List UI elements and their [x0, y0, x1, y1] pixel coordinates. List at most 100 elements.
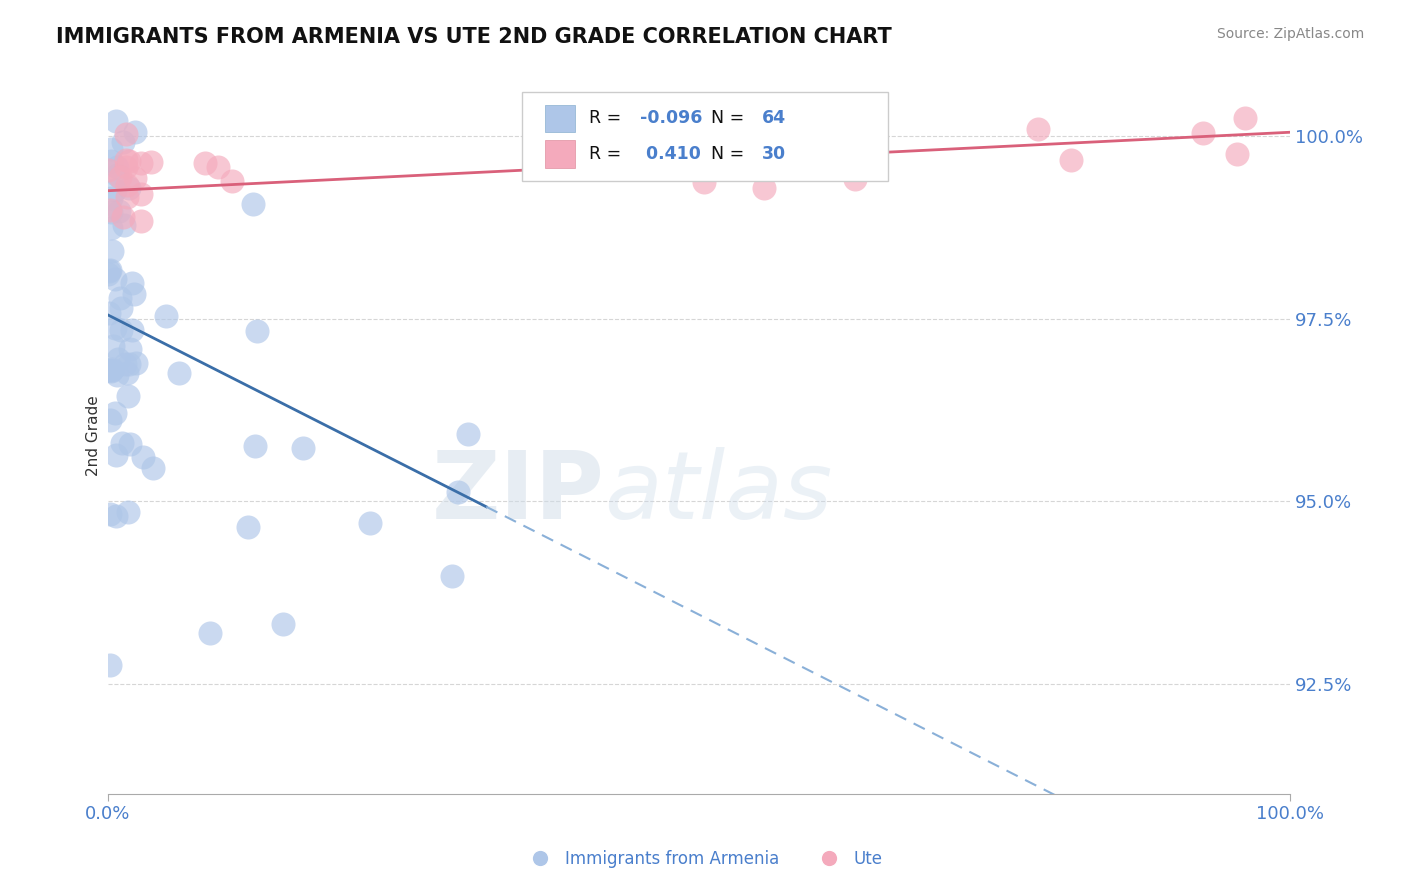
Point: [101, 244, 124, 258]
Text: R =: R =: [589, 145, 627, 163]
Point: [110, 322, 132, 336]
Text: N =: N =: [711, 145, 749, 163]
Point: [1028, 121, 1050, 136]
Text: Source: ZipAtlas.com: Source: ZipAtlas.com: [1216, 27, 1364, 41]
Point: [115, 190, 138, 204]
Point: [98, 412, 121, 426]
Point: [100, 221, 122, 235]
Point: [118, 357, 141, 371]
Point: [132, 450, 155, 464]
Point: [457, 427, 479, 442]
Point: [129, 156, 152, 170]
Point: [101, 362, 124, 376]
Point: [104, 449, 127, 463]
Text: 64: 64: [762, 109, 786, 128]
Point: [118, 343, 141, 357]
Point: [730, 123, 752, 137]
Point: [142, 461, 165, 475]
Point: [167, 366, 190, 380]
Point: [107, 351, 129, 366]
Point: [114, 358, 136, 372]
Point: [811, 139, 834, 153]
Point: [105, 160, 128, 174]
Point: [100, 191, 122, 205]
Point: [104, 114, 127, 128]
Point: [129, 186, 152, 201]
Point: [124, 125, 146, 139]
Point: [115, 127, 138, 141]
Point: [121, 323, 143, 337]
Point: [236, 520, 259, 534]
Point: [103, 321, 125, 335]
Point: [115, 153, 138, 167]
Point: [97, 306, 120, 320]
Point: [105, 168, 128, 182]
Point: [1226, 147, 1249, 161]
Point: [98, 264, 121, 278]
Point: [693, 175, 716, 189]
Point: [117, 505, 139, 519]
Point: [108, 291, 131, 305]
Point: [118, 181, 141, 195]
Point: [155, 310, 177, 324]
Point: [104, 183, 127, 197]
Point: [98, 263, 121, 277]
Point: [101, 362, 124, 376]
Point: [105, 368, 128, 383]
Point: [111, 135, 134, 149]
Point: [650, 136, 672, 150]
Point: [115, 366, 138, 380]
Point: [98, 508, 121, 522]
Text: IMMIGRANTS FROM ARMENIA VS UTE 2ND GRADE CORRELATION CHART: IMMIGRANTS FROM ARMENIA VS UTE 2ND GRADE…: [56, 27, 891, 46]
Point: [103, 338, 125, 352]
Point: [1060, 153, 1083, 167]
Point: [97, 267, 120, 281]
Point: [104, 406, 127, 420]
Point: [118, 154, 141, 169]
Point: [97, 163, 120, 178]
Point: [198, 625, 221, 640]
Point: [112, 219, 135, 233]
Point: [243, 439, 266, 453]
Point: [1192, 127, 1215, 141]
Point: [441, 569, 464, 583]
Point: [124, 170, 146, 185]
Bar: [546, 140, 575, 168]
Text: 0.410: 0.410: [640, 145, 700, 163]
Y-axis label: 2nd Grade: 2nd Grade: [86, 395, 101, 476]
Point: [359, 516, 381, 531]
Point: [111, 436, 134, 450]
Point: [221, 174, 243, 188]
Point: [111, 210, 134, 224]
Point: [121, 276, 143, 290]
Point: [446, 484, 468, 499]
Text: -0.096: -0.096: [640, 109, 702, 128]
Text: R =: R =: [589, 109, 627, 128]
Point: [246, 324, 269, 338]
FancyBboxPatch shape: [522, 92, 889, 181]
Point: [110, 301, 132, 315]
Point: [242, 196, 264, 211]
Legend: Immigrants from Armenia, Ute: Immigrants from Armenia, Ute: [516, 844, 890, 875]
Point: [666, 128, 689, 142]
Bar: [546, 104, 575, 132]
Point: [117, 388, 139, 402]
Point: [104, 508, 127, 523]
Point: [271, 616, 294, 631]
Point: [193, 156, 215, 170]
Point: [100, 154, 122, 169]
Text: ZIP: ZIP: [432, 447, 605, 539]
Point: [98, 202, 121, 217]
Text: atlas: atlas: [605, 448, 832, 539]
Point: [129, 213, 152, 227]
Point: [139, 155, 162, 169]
Point: [108, 169, 131, 184]
Point: [115, 160, 138, 174]
Point: [100, 658, 122, 673]
Point: [108, 203, 131, 218]
Point: [1234, 111, 1257, 125]
Point: [122, 287, 145, 301]
Point: [100, 205, 122, 219]
Point: [100, 364, 122, 378]
Point: [97, 363, 120, 377]
